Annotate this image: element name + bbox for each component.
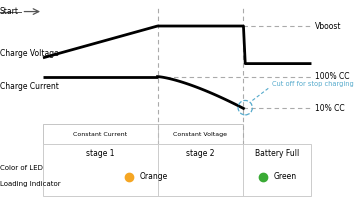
Text: 10% CC: 10% CC: [315, 104, 345, 113]
Text: stage 2: stage 2: [186, 149, 215, 158]
Text: Orange: Orange: [140, 172, 168, 181]
Text: stage 1: stage 1: [86, 149, 115, 158]
Text: 100% CC: 100% CC: [315, 72, 349, 81]
Text: Constant Voltage: Constant Voltage: [174, 132, 227, 137]
Text: Charge Voltage: Charge Voltage: [0, 49, 59, 58]
Text: Vboost: Vboost: [315, 22, 342, 30]
Text: Green: Green: [274, 172, 297, 181]
Bar: [43, 144, 311, 196]
Text: Battery Full: Battery Full: [255, 149, 300, 158]
Text: Cut off for stop charging: Cut off for stop charging: [272, 81, 354, 87]
Text: Loading Indicator: Loading Indicator: [0, 181, 61, 187]
Text: Constant Current: Constant Current: [73, 132, 127, 137]
Text: Charge Current: Charge Current: [0, 82, 59, 91]
Text: Start: Start: [0, 7, 19, 16]
Text: Color of LED: Color of LED: [0, 165, 43, 170]
Bar: [43, 124, 243, 145]
